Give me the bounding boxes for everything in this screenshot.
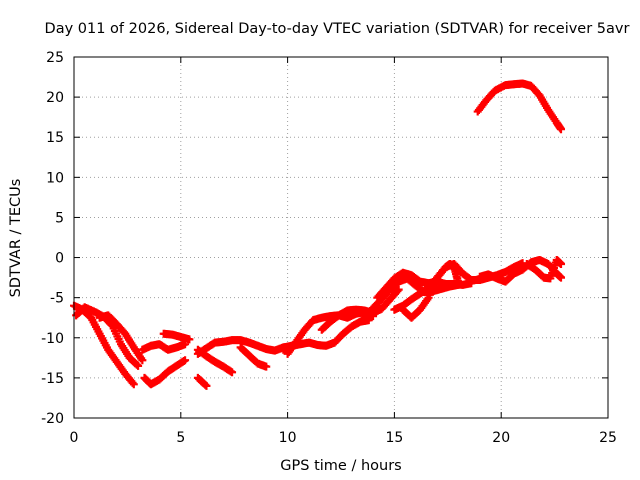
series-arc-i (193, 336, 296, 358)
data-point (228, 368, 237, 377)
data-point (138, 356, 147, 365)
data-point (185, 335, 194, 344)
y-tick-label: -15 (41, 371, 64, 387)
y-tick-label: 15 (46, 130, 64, 146)
axis-ticks: 0 5 10 15 20 25 -20 -15 -10 -5 0 5 10 15 20 25 (41, 50, 617, 446)
data-point (128, 378, 137, 387)
series-arc-a (70, 301, 138, 389)
data-point (181, 356, 190, 365)
data-point (132, 360, 141, 369)
y-axis-label: SDTVAR / TECUs (8, 179, 24, 298)
series-arc-q (398, 259, 463, 322)
chart-title: Day 011 of 2026, Sidereal Day-to-day VTE… (45, 21, 630, 37)
series-arc-h (193, 373, 211, 390)
data-point (129, 380, 138, 389)
x-axis-label: GPS time / hours (280, 458, 401, 474)
grid (74, 57, 608, 418)
data-point (201, 380, 210, 389)
x-tick-label: 20 (492, 430, 510, 446)
y-tick-label: 10 (46, 170, 64, 186)
y-tick-label: -5 (50, 291, 64, 307)
data-point (557, 273, 566, 282)
series-arc-j (236, 343, 271, 371)
y-tick-label: 20 (46, 90, 64, 106)
data-point (262, 362, 271, 371)
y-tick-label: 0 (55, 251, 64, 267)
data-point (202, 381, 211, 390)
x-tick-label: 15 (385, 430, 403, 446)
series-arc-upper (473, 79, 566, 134)
series-arc-f (159, 329, 194, 344)
data-point (134, 361, 143, 370)
plot-frame (73, 56, 609, 419)
data-point (557, 259, 566, 268)
y-tick-label: -20 (41, 411, 64, 427)
data-point (393, 287, 402, 296)
data-points (70, 79, 566, 390)
y-tick-label: -10 (41, 331, 64, 347)
data-point (394, 285, 403, 294)
series-arc-c (95, 311, 147, 365)
data-point (557, 125, 566, 134)
x-tick-label: 0 (70, 430, 79, 446)
y-tick-label: 25 (46, 50, 64, 66)
series-arc-m (317, 285, 403, 334)
x-tick-label: 10 (279, 430, 297, 446)
series-arc-e (138, 340, 190, 354)
series-arc-s (522, 255, 566, 283)
data-point (454, 279, 463, 288)
x-tick-label: 5 (176, 430, 185, 446)
series-arc-d (140, 356, 190, 389)
x-tick-label: 25 (599, 430, 617, 446)
y-tick-label: 5 (55, 210, 64, 226)
